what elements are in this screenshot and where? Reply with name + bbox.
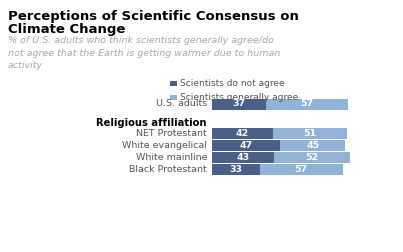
Bar [280,140,345,150]
Text: Scientists do not agree: Scientists do not agree [180,79,285,88]
Bar [212,99,266,110]
Text: 47: 47 [239,141,253,149]
Text: 57: 57 [295,165,308,173]
Bar [212,164,260,174]
Text: Perceptions of Scientific Consensus on: Perceptions of Scientific Consensus on [8,10,299,23]
Text: 52: 52 [305,152,319,162]
Text: Climate Change: Climate Change [8,23,125,36]
Bar [170,94,177,100]
Text: NET Protestant: NET Protestant [136,129,207,138]
Text: 57: 57 [300,100,314,109]
Text: Black Protestant: Black Protestant [129,165,207,173]
Text: 42: 42 [236,129,249,138]
Bar [212,151,274,163]
Bar [170,80,177,86]
Bar [260,164,343,174]
Text: 43: 43 [237,152,250,162]
Bar [212,140,280,150]
Text: White evangelical: White evangelical [122,141,207,149]
Text: 33: 33 [229,165,243,173]
Text: 37: 37 [232,100,245,109]
Text: Religious affiliation: Religious affiliation [96,118,207,128]
Text: White mainline: White mainline [135,152,207,162]
Text: U.S. adults: U.S. adults [156,100,207,109]
Text: 51: 51 [303,129,316,138]
Text: Scientists generally agree: Scientists generally agree [180,93,298,102]
Bar [212,128,273,139]
Text: 45: 45 [306,141,319,149]
Bar [274,151,350,163]
Text: % of U.S. adults who think scientists generally agree/do
not agree that the Eart: % of U.S. adults who think scientists ge… [8,36,280,70]
Bar [273,128,347,139]
Bar [266,99,348,110]
